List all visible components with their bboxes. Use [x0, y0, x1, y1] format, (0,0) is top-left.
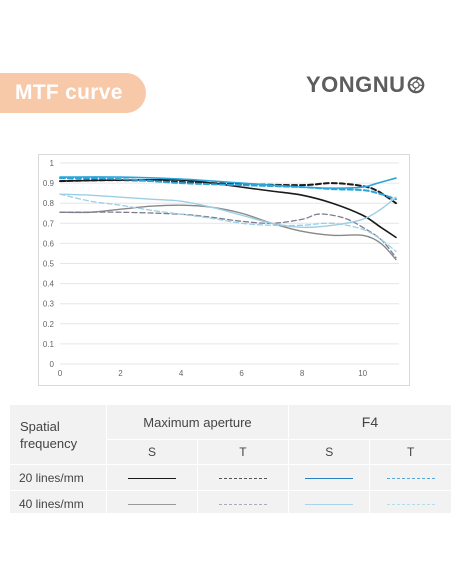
- col-s-f4: S: [287, 439, 371, 465]
- brand-logo: YONGNU: [306, 72, 425, 98]
- mtf-chart: 0 0.1 0.2 0.3 0.4 0.5 0.6 0.7 0.8 0.9 1 0 2 4 6 8 10: [38, 154, 410, 386]
- y-tick-label: 0.8: [43, 199, 55, 208]
- spatial-label-line2: frequency: [20, 435, 78, 451]
- group-f4: F4: [287, 404, 452, 440]
- spatial-frequency-label: Spatial frequency: [9, 404, 107, 465]
- row-40-lines: 40 lines/mm: [9, 490, 107, 517]
- aperture-icon: [407, 76, 424, 94]
- x-tick-label: 2: [118, 369, 123, 378]
- x-tick-label: 0: [58, 369, 63, 378]
- legend-sample: [287, 490, 371, 517]
- legend-sample: [196, 490, 289, 517]
- y-tick-label: 0.4: [43, 280, 55, 289]
- x-tick-label: 6: [239, 369, 244, 378]
- series-line-5: [59, 204, 397, 261]
- series-line-1: [59, 179, 397, 239]
- x-tick-label: 4: [179, 369, 184, 378]
- col-t-max: T: [196, 439, 289, 465]
- y-tick-label: 0.7: [43, 219, 55, 228]
- legend-sample: [106, 490, 198, 517]
- chart-frame: [38, 154, 410, 386]
- legend-table: Spatial frequency Maximum aperture F4 S …: [9, 404, 452, 517]
- col-s-max: S: [106, 439, 198, 465]
- legend-sample: [196, 464, 289, 491]
- series-line-8: [59, 193, 397, 253]
- y-tick-label: 0.9: [43, 179, 55, 188]
- title-pill: MTF curve: [0, 73, 146, 113]
- legend-sample: [287, 464, 371, 491]
- y-tick-label: 0.1: [43, 340, 55, 349]
- series-line-2: [59, 179, 397, 205]
- legend-sample: [106, 464, 198, 491]
- y-tick-label: 1: [50, 159, 55, 168]
- row-20-lines: 20 lines/mm: [9, 464, 107, 491]
- y-tick-label: 0.3: [43, 300, 55, 309]
- brand-name: YONGNU: [306, 72, 406, 97]
- y-tick-label: 0: [50, 360, 55, 369]
- y-tick-label: 0.5: [43, 260, 55, 269]
- legend-sample: [369, 490, 452, 517]
- group-max-aperture: Maximum aperture: [106, 404, 289, 440]
- x-tick-label: 8: [300, 369, 305, 378]
- series-line-7: [59, 193, 397, 229]
- y-tick-label: 0.2: [43, 320, 55, 329]
- series-line-4: [59, 177, 397, 201]
- legend-sample: [369, 464, 452, 491]
- y-tick-label: 0.6: [43, 239, 55, 248]
- page-title: MTF curve: [15, 81, 123, 104]
- x-tick-label: 10: [358, 369, 367, 378]
- mtf-chart-svg: 00.10.20.30.40.50.60.70.80.910 2 4 6 8 10: [38, 154, 410, 386]
- col-t-f4: T: [369, 439, 452, 465]
- spatial-label-line1: Spatial: [20, 418, 60, 434]
